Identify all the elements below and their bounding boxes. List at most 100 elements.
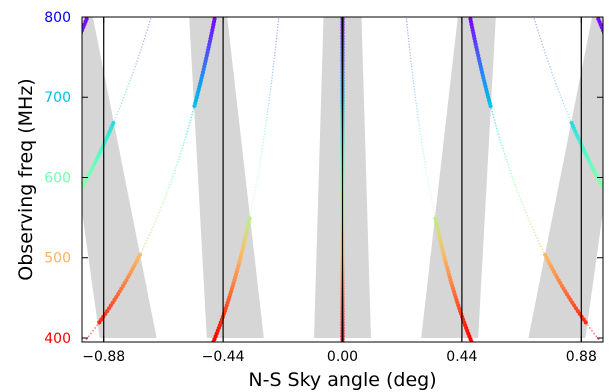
lobe-point xyxy=(132,71,134,74)
lobe-point xyxy=(416,110,418,113)
lobe-point xyxy=(143,245,145,248)
lobe-point xyxy=(273,57,276,60)
lobe-point xyxy=(134,66,136,68)
lobe-point xyxy=(423,158,426,161)
lobe-point xyxy=(192,110,194,113)
y-axis-ticks: 400 500 600 700 800 xyxy=(44,10,603,347)
lobe-point xyxy=(70,206,71,207)
lobe-point xyxy=(149,18,152,20)
lobe-point xyxy=(273,54,276,57)
lobe-point xyxy=(526,214,529,217)
lobe-point xyxy=(252,200,254,203)
lobe-point xyxy=(142,40,145,43)
lobe-point xyxy=(191,113,194,116)
lobe-point xyxy=(430,195,432,197)
lobe-point xyxy=(276,35,278,37)
lobe-point xyxy=(520,200,523,203)
lobe-point xyxy=(410,63,412,65)
lobe-point xyxy=(537,29,539,31)
lobe-point xyxy=(417,119,420,121)
lobe-point xyxy=(514,183,517,186)
lobe-point xyxy=(262,141,264,144)
lobe-point xyxy=(414,96,417,99)
lobe-point xyxy=(504,155,507,158)
lobe-point xyxy=(153,223,156,225)
lobe-point xyxy=(182,144,184,147)
lobe-point xyxy=(184,136,187,138)
beam-shade-3 xyxy=(421,17,496,338)
lobe-point xyxy=(428,186,431,189)
lobe-point xyxy=(552,74,554,76)
reference-lines xyxy=(103,17,582,342)
lobe-point xyxy=(177,158,180,161)
lobe-point xyxy=(588,327,591,329)
lobe-point xyxy=(274,52,276,54)
lobe-point xyxy=(468,17,473,22)
lobe-point xyxy=(138,54,140,57)
lobe-point xyxy=(265,125,267,127)
lobe-point xyxy=(142,43,144,45)
lobe-point xyxy=(250,209,253,211)
lobe-point xyxy=(84,17,89,22)
lobe-point xyxy=(255,181,258,183)
lobe-point xyxy=(154,220,157,223)
lobe-point xyxy=(538,35,541,37)
lobe-point xyxy=(141,46,143,48)
grating-lobe-order--4 xyxy=(70,17,89,55)
grating-lobe-order--1 xyxy=(211,18,280,342)
lobe-point xyxy=(408,43,410,45)
lobe-point xyxy=(186,130,189,133)
lobe-point xyxy=(131,74,133,76)
lobe-point xyxy=(183,138,186,141)
lobe-point xyxy=(544,52,546,54)
lobe-point xyxy=(76,37,80,41)
lobe-point xyxy=(525,211,527,214)
lobe-point xyxy=(597,338,600,341)
y-tick-label: 800 xyxy=(44,10,71,26)
lobe-point xyxy=(273,63,275,65)
lobe-point xyxy=(78,34,82,38)
lobe-point xyxy=(569,119,572,121)
lobe-point xyxy=(540,245,542,248)
lobe-point xyxy=(414,91,416,93)
lobe-point xyxy=(149,231,152,234)
lobe-point xyxy=(147,26,149,29)
lobe-point xyxy=(543,252,548,258)
lobe-point xyxy=(92,329,94,332)
lobe-point xyxy=(410,66,413,68)
lobe-point xyxy=(418,127,421,130)
lobe-point xyxy=(164,195,167,197)
lobe-point xyxy=(541,43,543,45)
lobe-point xyxy=(407,37,410,40)
lobe-point xyxy=(596,17,601,22)
lobe-point xyxy=(277,18,280,20)
lobe-point xyxy=(166,189,169,192)
grating-lobe-order-2 xyxy=(468,17,602,342)
lobe-point xyxy=(415,102,417,104)
lobe-point xyxy=(72,204,73,205)
lobe-point xyxy=(70,51,74,55)
lobe-point xyxy=(257,172,259,175)
lobe-point xyxy=(169,181,172,183)
lobe-point xyxy=(503,152,506,155)
lobe-point xyxy=(172,172,175,175)
lobe-point xyxy=(273,60,275,62)
lobe-point xyxy=(512,178,515,181)
lobe-point xyxy=(275,43,277,45)
lobe-point xyxy=(249,214,251,217)
lobe-point xyxy=(543,49,545,51)
lobe-point xyxy=(123,96,125,99)
lobe-point xyxy=(546,57,548,60)
lobe-point xyxy=(260,153,263,155)
lobe-point xyxy=(253,192,256,194)
lobe-point xyxy=(267,110,269,113)
lobe-point xyxy=(133,68,135,71)
lobe-point xyxy=(547,60,549,62)
lobe-point xyxy=(412,80,414,82)
lobe-point xyxy=(533,231,536,234)
lobe-point xyxy=(418,122,420,124)
lobe-point xyxy=(492,116,495,119)
lobe-point xyxy=(125,91,127,93)
lobe-point xyxy=(269,88,272,90)
lobe-point xyxy=(78,192,79,193)
